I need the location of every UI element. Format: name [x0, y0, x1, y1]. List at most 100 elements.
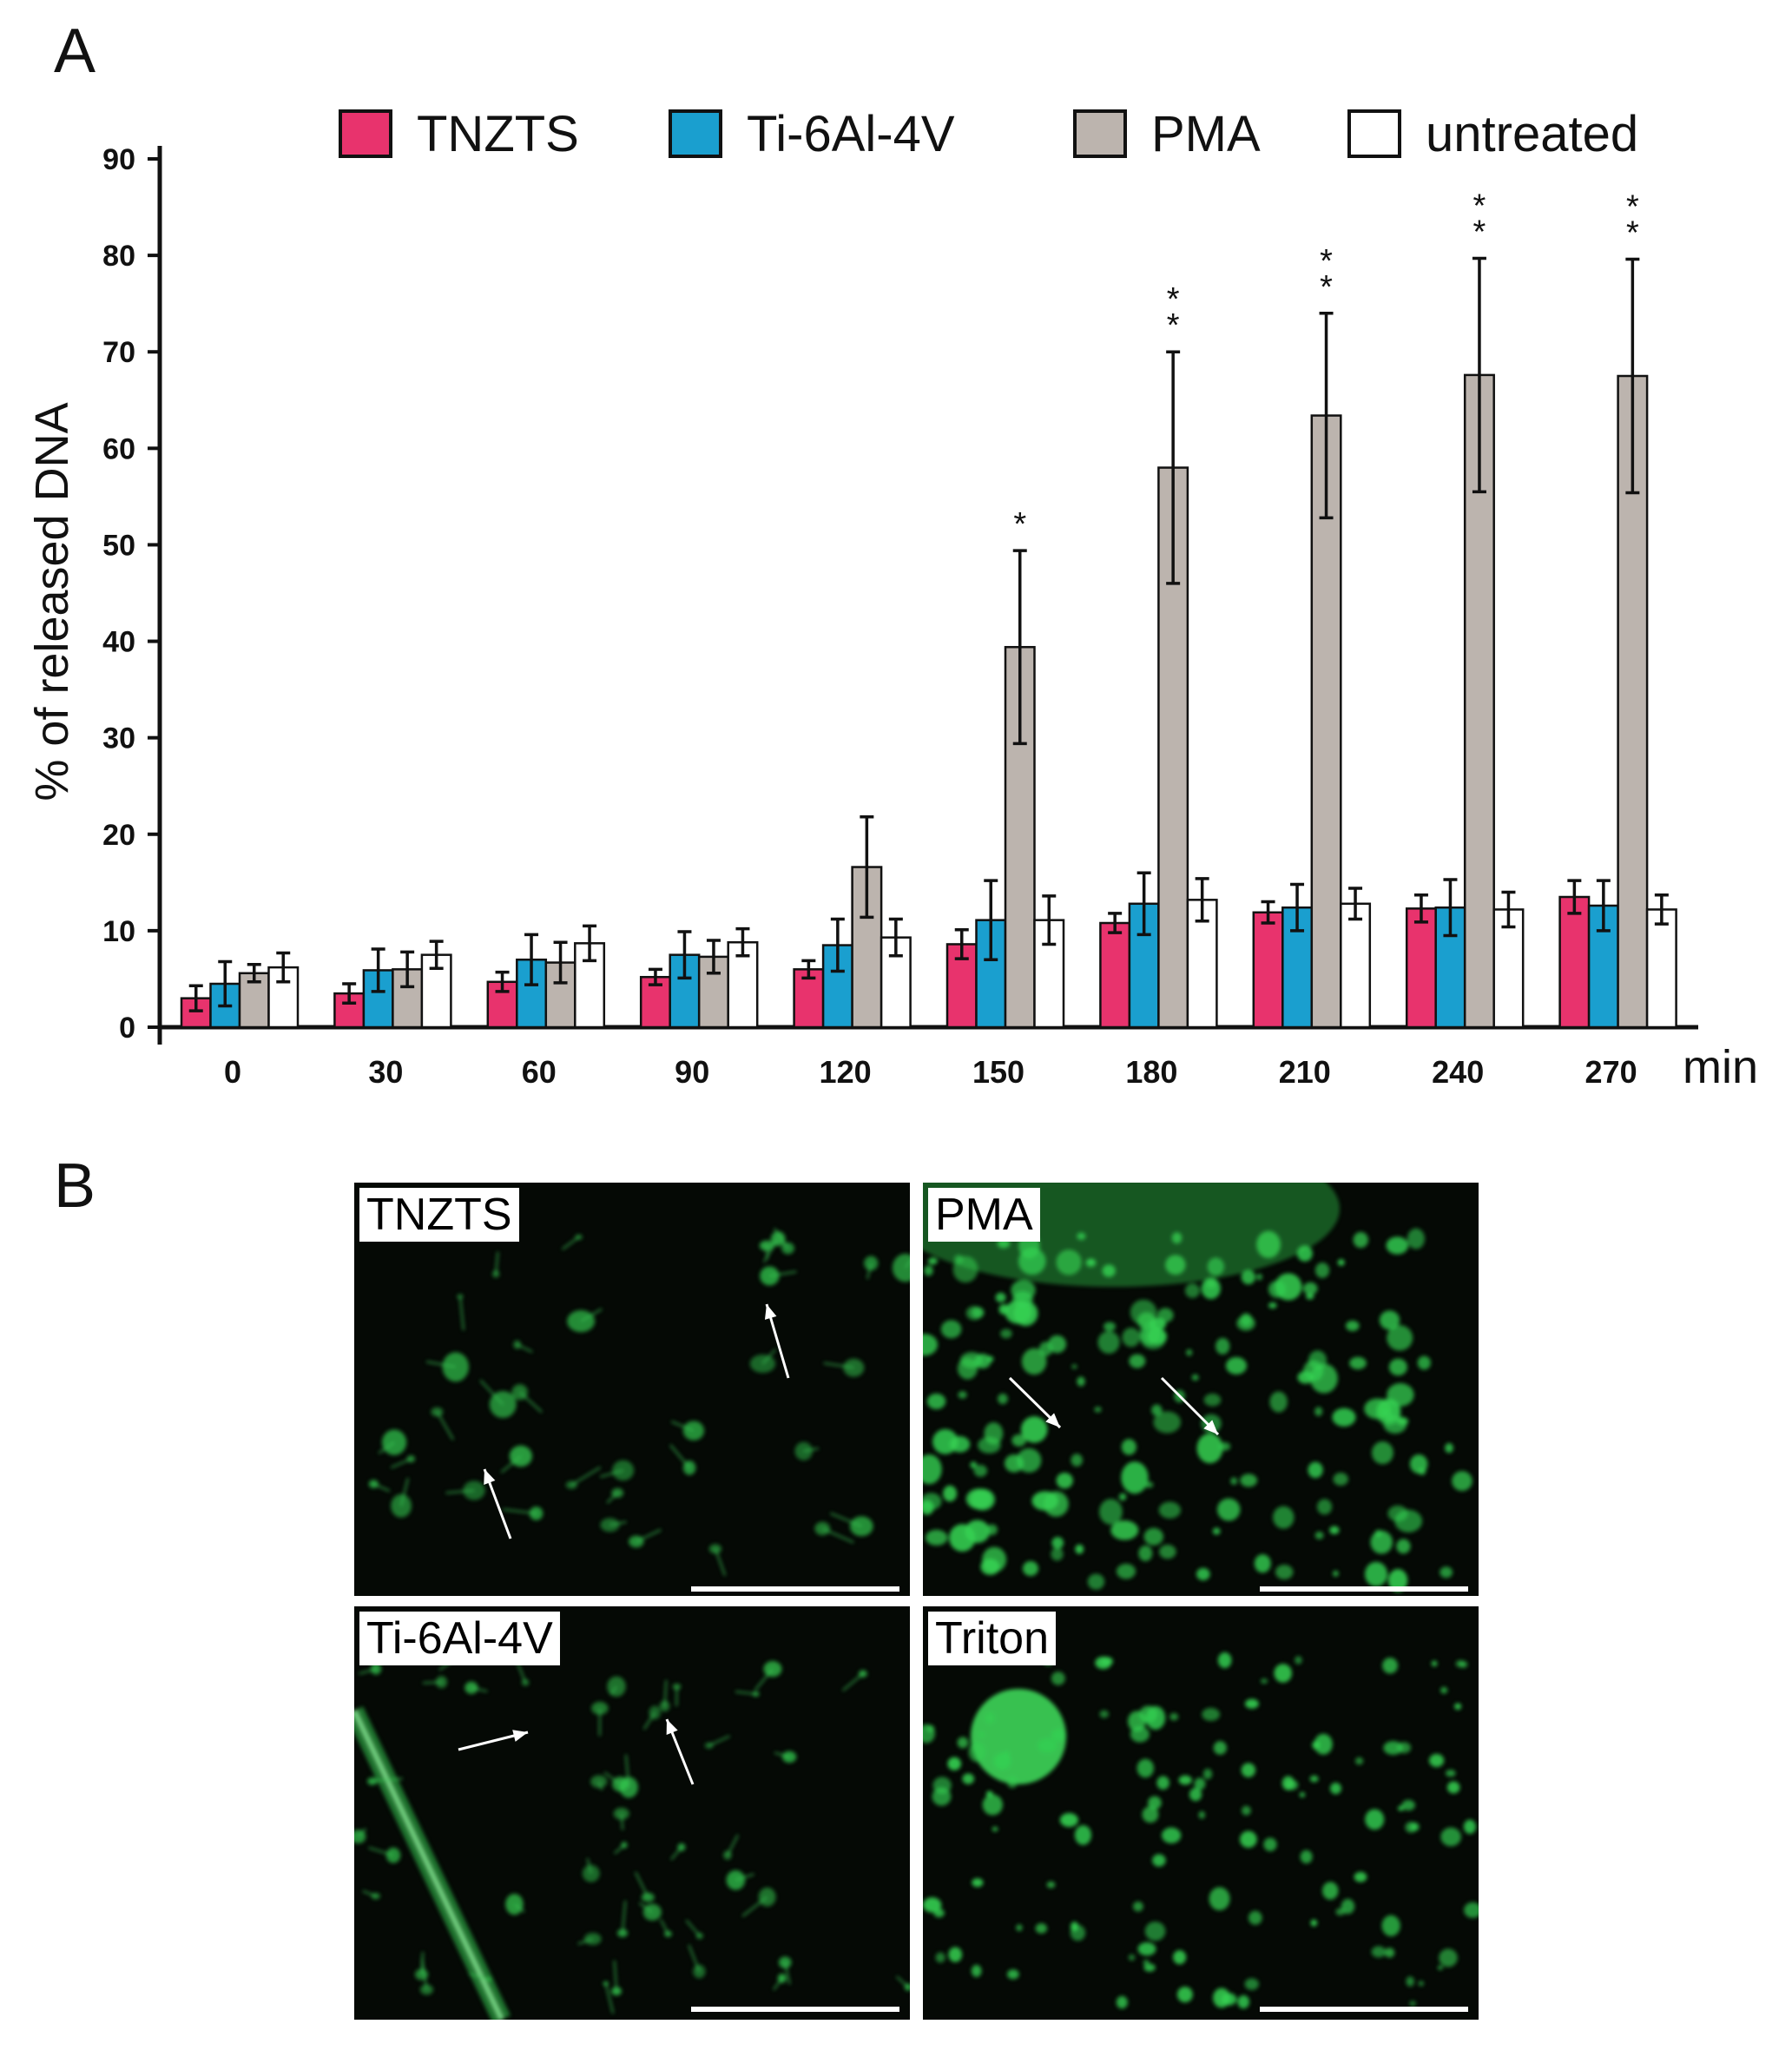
cell [1143, 1527, 1164, 1546]
cell [1337, 1259, 1345, 1266]
cell [1102, 1264, 1116, 1277]
cell [1207, 1257, 1225, 1276]
cell [1440, 1827, 1461, 1847]
cell [1446, 1781, 1460, 1794]
cell [1122, 1328, 1141, 1348]
cell [1051, 1729, 1067, 1742]
x-tick-label: 90 [675, 1054, 709, 1090]
cell [603, 1981, 609, 1987]
x-axis-unit: min [1683, 1041, 1758, 1093]
cell [1143, 1959, 1150, 1966]
cell [1341, 1898, 1355, 1915]
net-strand [421, 1958, 428, 1990]
net-strand [660, 1919, 669, 1935]
cell [1196, 1433, 1223, 1464]
cell [442, 1352, 470, 1382]
x-tick-label: 60 [522, 1054, 557, 1090]
cell [1121, 1461, 1149, 1494]
cell [1455, 1660, 1465, 1668]
cell [1268, 1280, 1287, 1298]
cell [1329, 1783, 1341, 1795]
micrograph-pma-label: PMA [928, 1188, 1040, 1242]
net-strand [580, 1308, 603, 1322]
cell [1244, 1698, 1259, 1709]
net-strand [761, 1348, 777, 1365]
cell [1314, 1733, 1333, 1755]
net-strand [663, 1679, 668, 1706]
cell [971, 1964, 982, 1977]
cell [1209, 1887, 1230, 1911]
micrograph-triton-label: Triton [928, 1612, 1056, 1665]
net-strand [359, 1668, 377, 1675]
bar-untreated [727, 940, 759, 1029]
x-tick-label: 0 [224, 1054, 241, 1090]
net-strand [762, 1238, 780, 1263]
net-strand [503, 1508, 537, 1514]
net-strand [599, 1469, 623, 1478]
cell [1254, 1554, 1271, 1573]
bar-chart: 0 10 20 30 40 50 60 70 80 90 % of released DNA 0 30 6… [26, 106, 1758, 1093]
cell [995, 1292, 1006, 1302]
cell [1263, 1837, 1277, 1852]
cell [1241, 1269, 1256, 1285]
net-strand [866, 1263, 873, 1280]
cell [1070, 1924, 1086, 1942]
bar-untreated [1492, 908, 1525, 1029]
net-strand [735, 1691, 756, 1695]
significance-star: * [1167, 281, 1180, 318]
legend-label: Ti-6Al-4V [747, 106, 955, 162]
cell [664, 1930, 672, 1937]
cell [1417, 1355, 1431, 1370]
cell [1194, 1777, 1206, 1790]
cell [1196, 1567, 1210, 1581]
cell [1242, 1805, 1251, 1816]
net-strand [604, 1983, 615, 2014]
cell [1370, 1530, 1393, 1554]
cell [1260, 1678, 1268, 1684]
cell [923, 1493, 942, 1511]
cell [985, 1712, 995, 1724]
cell [1225, 1356, 1248, 1375]
net-strand [500, 1455, 522, 1474]
cell [385, 1847, 401, 1863]
net-strand [562, 1236, 580, 1250]
net-strand [620, 1813, 624, 1830]
cell [781, 1242, 794, 1255]
cell [1248, 1910, 1262, 1925]
cell [1429, 1753, 1445, 1768]
cell [1302, 1282, 1318, 1296]
cell [952, 1256, 978, 1283]
cell [1116, 1563, 1136, 1579]
net-strand [714, 1548, 727, 1576]
cell [1051, 1547, 1064, 1561]
cell [1314, 1263, 1330, 1278]
cell [980, 1559, 1000, 1575]
net-strand [468, 1973, 490, 1981]
net-strand [609, 1685, 617, 1695]
cell [1314, 1531, 1324, 1539]
cell [892, 1253, 910, 1282]
cell [436, 1676, 448, 1689]
net-strand [726, 1834, 739, 1856]
cell [708, 1544, 722, 1554]
cell [693, 1964, 706, 1979]
cell [1156, 1776, 1169, 1790]
cell [1240, 1313, 1253, 1327]
cell [1387, 1325, 1413, 1351]
cell [1213, 1988, 1231, 2008]
cell [1191, 1374, 1199, 1381]
significance-star: * [1473, 188, 1486, 224]
net-strand [513, 1903, 525, 1913]
cell [1144, 1481, 1154, 1488]
net-strand [735, 1873, 754, 1882]
cell [1178, 1775, 1192, 1785]
cell [1128, 1954, 1136, 1961]
cell [1388, 1358, 1407, 1376]
cell [968, 1742, 986, 1763]
net-strand [754, 1668, 774, 1691]
cell [998, 1393, 1008, 1405]
y-tick-label: 40 [102, 626, 135, 659]
net-strand [372, 1777, 403, 1783]
cell [1056, 1472, 1073, 1489]
cell [1241, 1763, 1256, 1777]
